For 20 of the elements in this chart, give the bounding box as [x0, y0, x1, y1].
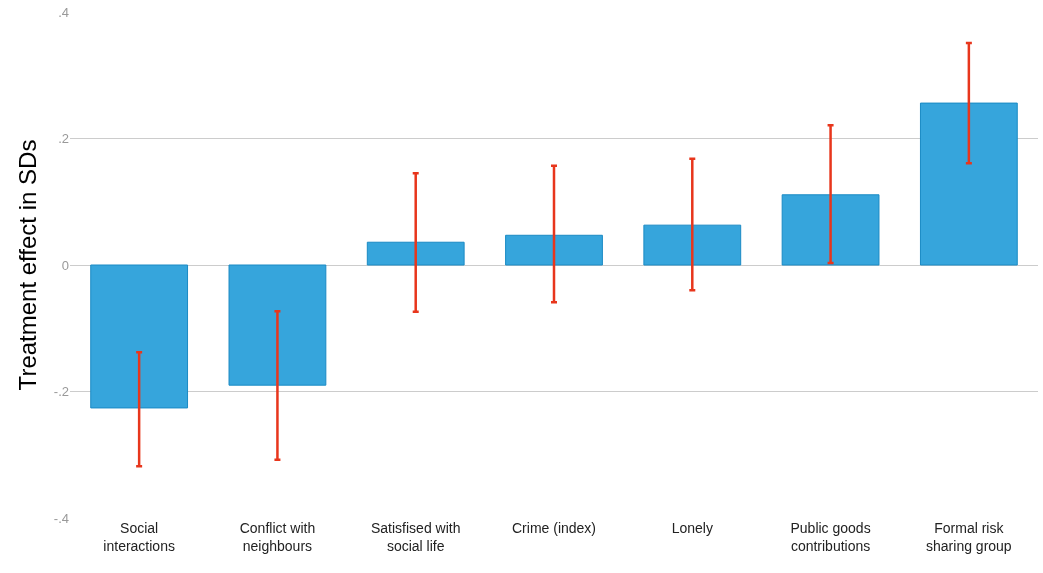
y-tick-label: .2: [58, 131, 69, 147]
y-axis-title: Treatment effect in SDs: [13, 139, 41, 391]
x-tick-label: Public goods contributions: [790, 520, 871, 555]
bar: [505, 234, 603, 266]
bar: [366, 241, 465, 266]
x-tick-label: Lonely: [671, 520, 713, 536]
x-tick-label: Crime (index): [511, 520, 597, 536]
y-tick-label: .4: [58, 4, 69, 20]
x-tick-label: Satisfised with social life: [370, 520, 461, 555]
y-tick-label: -.2: [53, 384, 69, 400]
x-tick-label: Formal risk sharing group: [926, 520, 1012, 555]
x-tick-label: Conflict with neighbours: [239, 520, 316, 555]
x-tick-label: Social interactions: [103, 520, 175, 555]
bar: [90, 264, 189, 409]
y-tick-label: 0: [61, 257, 69, 273]
y-tick-label: -.4: [53, 510, 69, 526]
bar: [643, 224, 742, 266]
bar: [228, 264, 327, 386]
bar: [919, 102, 1018, 266]
bar: [781, 194, 880, 266]
